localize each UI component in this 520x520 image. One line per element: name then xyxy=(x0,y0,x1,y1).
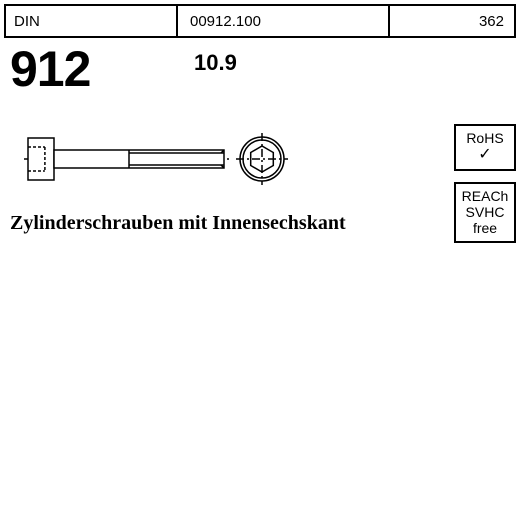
cert-reach-l3: free xyxy=(456,220,514,236)
header-ref-number: 362 xyxy=(384,6,504,36)
bolt-drawing xyxy=(24,114,324,204)
cert-reach: REACh SVHC free xyxy=(454,182,516,243)
din-number: 912 xyxy=(10,40,90,98)
header-row: DIN 00912.100 362 xyxy=(4,4,516,38)
cert-rohs: RoHS ✓ xyxy=(454,124,516,171)
cert-reach-l1: REACh xyxy=(456,188,514,204)
cert-rohs-label: RoHS xyxy=(456,130,514,146)
cert-reach-l2: SVHC xyxy=(456,204,514,220)
product-description: Zylinderschrauben mit Innensechskant xyxy=(10,212,346,235)
strength-class: 10.9 xyxy=(194,50,237,76)
header-standard: DIN xyxy=(14,6,172,36)
header-divider-1 xyxy=(176,6,178,36)
check-icon: ✓ xyxy=(456,146,514,164)
header-part-code: 00912.100 xyxy=(190,6,390,36)
